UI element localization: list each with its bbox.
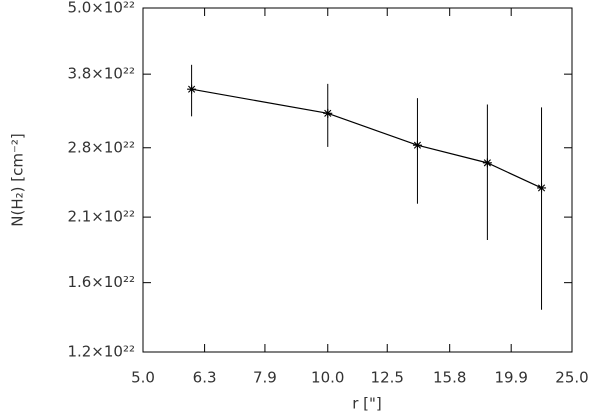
- x-axis-label: r ["]: [352, 395, 382, 413]
- y-axis-label: N(H₂) [cm⁻²]: [9, 133, 27, 226]
- marker: [187, 84, 197, 94]
- x-tick-label: 25.0: [555, 369, 588, 387]
- x-tick-label: 7.9: [253, 369, 277, 387]
- y-tick-label: 2.1×10²²: [67, 208, 135, 226]
- x-tick-label: 6.3: [193, 369, 217, 387]
- y-tick-label: 2.8×10²²: [67, 138, 135, 156]
- x-tick-label: 5.0: [131, 369, 155, 387]
- y-tick-label: 3.8×10²²: [67, 65, 135, 83]
- x-tick-label: 15.8: [433, 369, 466, 387]
- x-tick-label: 12.5: [371, 369, 404, 387]
- plot-frame: [142, 7, 573, 353]
- x-tick-label: 10.0: [311, 369, 344, 387]
- y-tick-label: 5.0×10²²: [67, 0, 135, 17]
- marker: [323, 108, 333, 118]
- x-tick-label: 19.9: [494, 369, 527, 387]
- y-tick-label: 1.6×10²²: [67, 273, 135, 291]
- marker: [537, 183, 547, 193]
- marker: [482, 158, 492, 168]
- y-tick-label: 1.2×10²²: [67, 343, 135, 361]
- series-line: [191, 88, 542, 189]
- marker: [412, 140, 422, 150]
